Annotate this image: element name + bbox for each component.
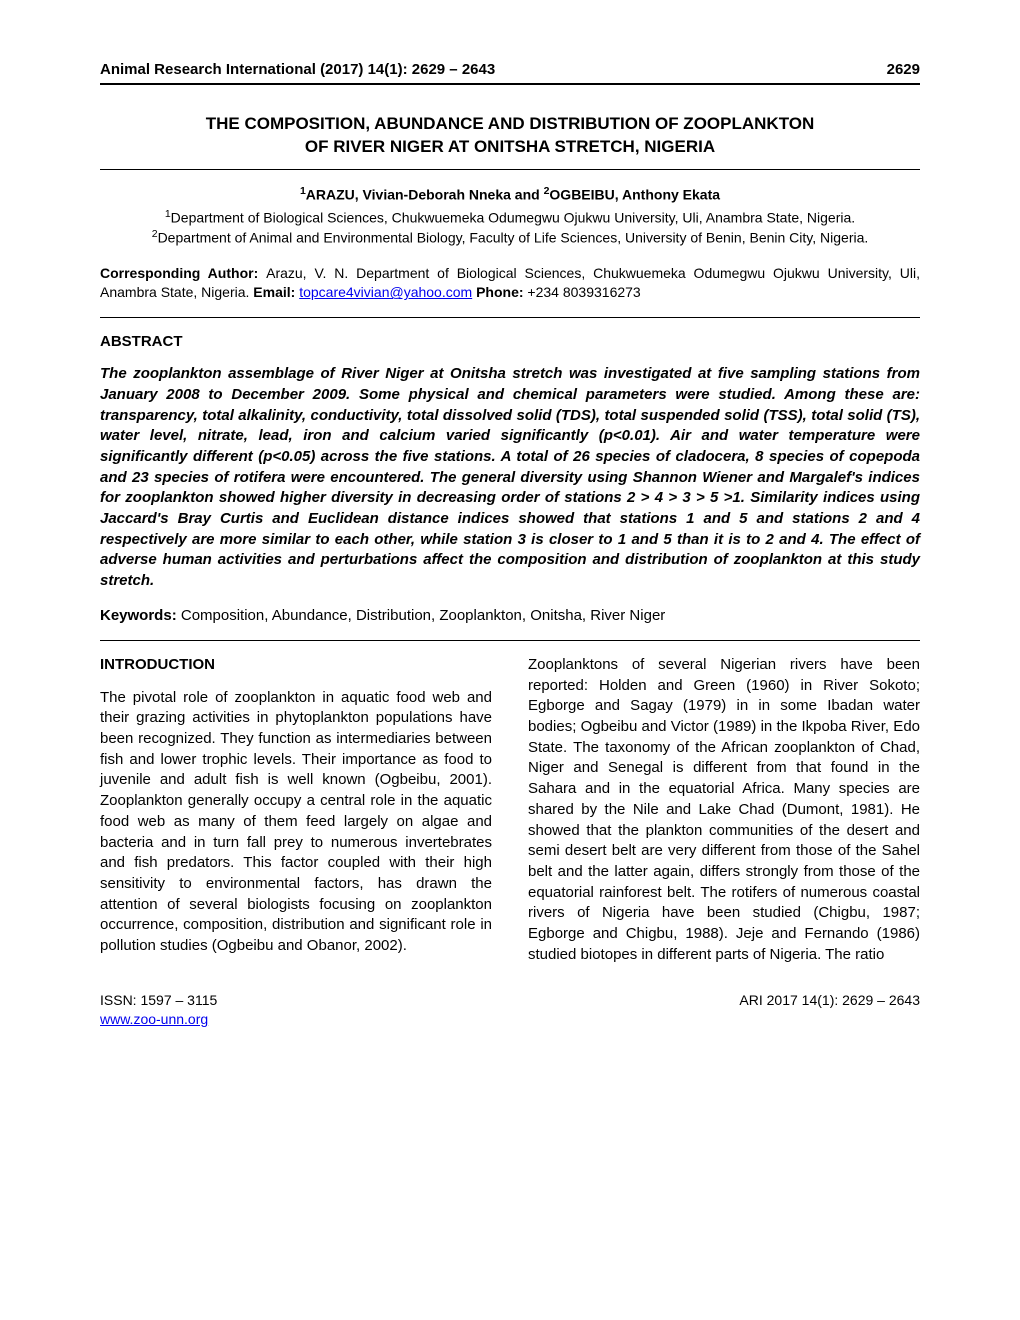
- affiliation-1: 1Department of Biological Sciences, Chuk…: [120, 207, 900, 228]
- issn: ISSN: 1597 – 3115: [100, 992, 217, 1008]
- abstract-body: The zooplankton assemblage of River Nige…: [100, 364, 920, 592]
- introduction-col2: Zooplanktons of several Nigerian rivers …: [528, 655, 920, 965]
- phone-label: Phone:: [472, 284, 527, 300]
- affiliation-2: 2Department of Animal and Environmental …: [120, 227, 900, 248]
- keywords: Keywords: Composition, Abundance, Distri…: [100, 606, 920, 626]
- affil1-text: Department of Biological Sciences, Chukw…: [171, 209, 855, 225]
- affil2-text: Department of Animal and Environmental B…: [158, 230, 869, 246]
- email-label: Email:: [253, 284, 299, 300]
- introduction-heading: INTRODUCTION: [100, 655, 492, 676]
- keywords-text: Composition, Abundance, Distribution, Zo…: [181, 607, 665, 624]
- title-line2: OF RIVER NIGER AT ONITSHA STRETCH, NIGER…: [305, 137, 715, 156]
- body-columns: INTRODUCTION The pivotal role of zooplan…: [100, 655, 920, 965]
- abstract-heading: ABSTRACT: [100, 332, 920, 352]
- footer-link[interactable]: www.zoo-unn.org: [100, 1011, 208, 1027]
- email-link[interactable]: topcare4vivian@yahoo.com: [299, 284, 472, 300]
- title-line1: THE COMPOSITION, ABUNDANCE AND DISTRIBUT…: [206, 114, 815, 133]
- column-left: INTRODUCTION The pivotal role of zooplan…: [100, 655, 492, 965]
- author2-name: OGBEIBU, Anthony Ekata: [549, 187, 720, 203]
- page-footer: ISSN: 1597 – 3115 www.zoo-unn.org ARI 20…: [100, 991, 920, 1029]
- phone-text: +234 8039316273: [527, 284, 640, 300]
- journal-ref: Animal Research International (2017) 14(…: [100, 60, 495, 80]
- corresponding-label: Corresponding Author:: [100, 265, 266, 281]
- column-right: Zooplanktons of several Nigerian rivers …: [528, 655, 920, 965]
- footer-right: ARI 2017 14(1): 2629 – 2643: [739, 991, 920, 1029]
- title-rule: [100, 169, 920, 170]
- running-header: Animal Research International (2017) 14(…: [100, 60, 920, 85]
- abstract-bottom-rule: [100, 640, 920, 641]
- corresponding-author: Corresponding Author: Arazu, V. N. Depar…: [100, 264, 920, 303]
- article-title: THE COMPOSITION, ABUNDANCE AND DISTRIBUT…: [130, 113, 890, 159]
- author1-name: ARAZU, Vivian-Deborah Nneka and: [306, 187, 544, 203]
- page-number: 2629: [887, 60, 920, 80]
- authors-line: 1ARAZU, Vivian-Deborah Nneka and 2OGBEIB…: [100, 184, 920, 205]
- keywords-label: Keywords:: [100, 607, 181, 624]
- abstract-top-rule: [100, 317, 920, 318]
- introduction-col1: The pivotal role of zooplankton in aquat…: [100, 688, 492, 957]
- footer-left: ISSN: 1597 – 3115 www.zoo-unn.org: [100, 991, 217, 1029]
